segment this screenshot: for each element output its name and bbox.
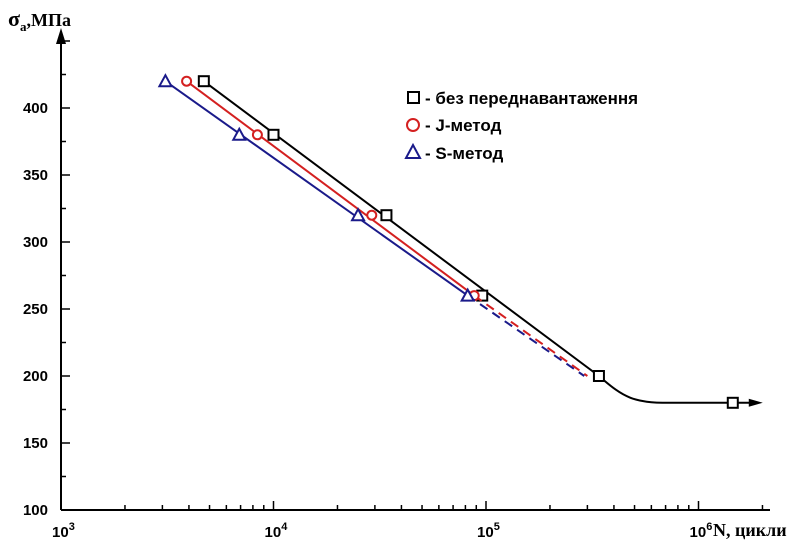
y-axis-title-symbol: σ xyxy=(8,6,20,31)
y-axis-arrow-icon xyxy=(56,28,66,44)
y-axis-title: σa,МПа xyxy=(8,6,71,34)
data-point-square xyxy=(592,370,605,382)
data-point-square xyxy=(267,128,280,141)
data-point-square xyxy=(726,396,739,409)
y-tick-label: 350 xyxy=(23,167,48,184)
legend-label-series-3: - S-метод xyxy=(425,144,503,163)
y-tick-label: 300 xyxy=(23,234,48,251)
data-point-triangle xyxy=(231,126,247,141)
x-tick-label-base: 10 xyxy=(477,524,494,541)
series-1 xyxy=(197,75,763,409)
x-tick-label: 105 xyxy=(477,521,500,541)
x-tick-label-base: 10 xyxy=(690,524,707,541)
x-tick-label: 106 xyxy=(690,521,713,541)
legend-label-series-1: - без переднавантаження xyxy=(425,89,638,108)
x-tick-label-exponent: 4 xyxy=(281,521,288,533)
x-tick-label-base: 10 xyxy=(265,524,282,541)
series-layer xyxy=(157,73,763,409)
x-tick-label: 104 xyxy=(265,521,289,541)
data-point-triangle xyxy=(460,287,476,302)
x-axis-title: N, цикли xyxy=(713,520,787,540)
y-tick-label: 200 xyxy=(23,368,48,385)
series-2 xyxy=(181,75,588,377)
y-axis-title-subscript: a xyxy=(20,19,27,34)
legend: - без переднавантаження - J-метод - S-ме… xyxy=(404,89,638,163)
series-extrapolation-line xyxy=(473,294,588,377)
data-point-circle xyxy=(251,129,263,141)
x-tick-label: 103 xyxy=(52,521,75,541)
series-arrow-icon xyxy=(748,398,763,407)
x-tick-label-exponent: 3 xyxy=(69,521,75,533)
data-point-triangle xyxy=(350,207,366,222)
legend-label-series-2: - J-метод xyxy=(425,116,502,135)
y-tick-label: 250 xyxy=(23,301,48,318)
series-3 xyxy=(157,73,585,377)
y-tick-label: 100 xyxy=(23,502,48,519)
y-axis-title-unit: ,МПа xyxy=(26,10,71,30)
series-line xyxy=(186,80,475,297)
x-tick-label-exponent: 5 xyxy=(494,521,500,533)
data-point-square xyxy=(197,75,210,88)
y-tick-label: 400 xyxy=(23,100,48,117)
data-point-triangle xyxy=(157,73,174,88)
series-line xyxy=(164,80,469,297)
y-ticks: 100 150 200 250 300 350 400 xyxy=(23,40,70,519)
data-point-square xyxy=(380,209,393,222)
legend-marker-square xyxy=(407,91,420,104)
x-tick-label-exponent: 6 xyxy=(706,521,712,533)
data-point-circle xyxy=(181,75,193,87)
x-ticks: 103 104 105 106 xyxy=(52,501,764,541)
x-tick-label-base: 10 xyxy=(52,524,69,541)
data-point-circle xyxy=(366,209,378,221)
y-tick-label: 150 xyxy=(23,435,48,452)
legend-marker-triangle xyxy=(404,142,422,159)
series-extrapolation-line xyxy=(467,294,585,377)
legend-marker-circle xyxy=(406,118,420,132)
